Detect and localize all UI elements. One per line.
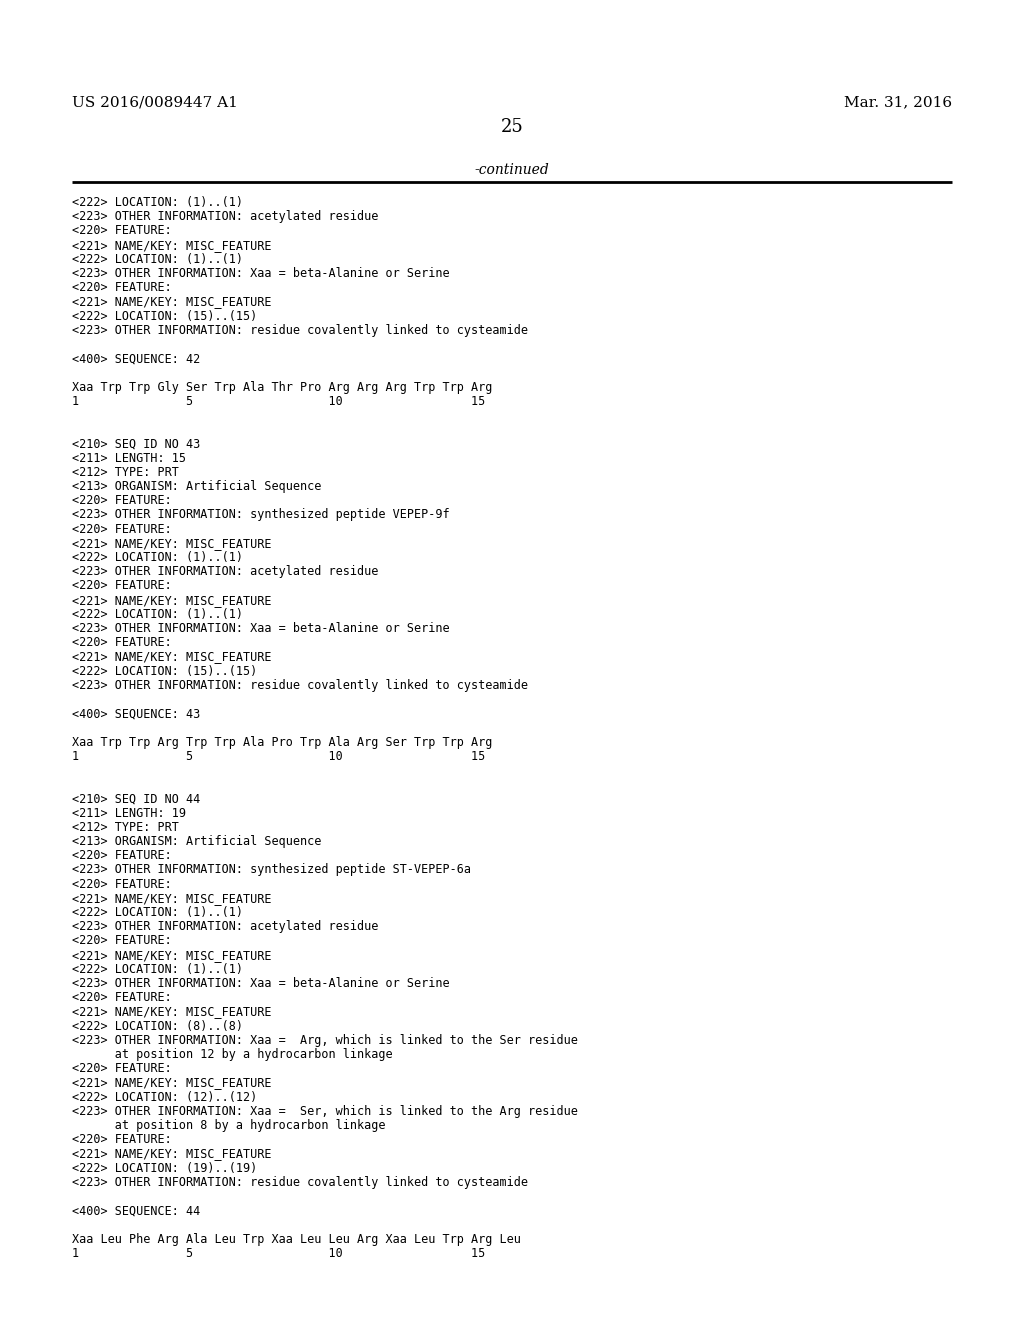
Text: <222> LOCATION: (19)..(19): <222> LOCATION: (19)..(19) <box>72 1162 257 1175</box>
Text: <222> LOCATION: (15)..(15): <222> LOCATION: (15)..(15) <box>72 310 257 322</box>
Text: <400> SEQUENCE: 44: <400> SEQUENCE: 44 <box>72 1204 201 1217</box>
Text: <223> OTHER INFORMATION: residue covalently linked to cysteamide: <223> OTHER INFORMATION: residue covalen… <box>72 1176 528 1189</box>
Text: <222> LOCATION: (15)..(15): <222> LOCATION: (15)..(15) <box>72 664 257 677</box>
Text: <220> FEATURE:: <220> FEATURE: <box>72 281 172 294</box>
Text: <221> NAME/KEY: MISC_FEATURE: <221> NAME/KEY: MISC_FEATURE <box>72 651 271 664</box>
Text: Xaa Trp Trp Arg Trp Trp Ala Pro Trp Ala Arg Ser Trp Trp Arg: Xaa Trp Trp Arg Trp Trp Ala Pro Trp Ala … <box>72 735 493 748</box>
Text: <221> NAME/KEY: MISC_FEATURE: <221> NAME/KEY: MISC_FEATURE <box>72 296 271 309</box>
Text: <223> OTHER INFORMATION: acetylated residue: <223> OTHER INFORMATION: acetylated resi… <box>72 210 379 223</box>
Text: <221> NAME/KEY: MISC_FEATURE: <221> NAME/KEY: MISC_FEATURE <box>72 949 271 961</box>
Text: <220> FEATURE:: <220> FEATURE: <box>72 849 172 862</box>
Text: <213> ORGANISM: Artificial Sequence: <213> ORGANISM: Artificial Sequence <box>72 480 322 492</box>
Text: <222> LOCATION: (1)..(1): <222> LOCATION: (1)..(1) <box>72 253 243 265</box>
Text: <221> NAME/KEY: MISC_FEATURE: <221> NAME/KEY: MISC_FEATURE <box>72 1147 271 1160</box>
Text: Mar. 31, 2016: Mar. 31, 2016 <box>844 95 952 110</box>
Text: <223> OTHER INFORMATION: synthesized peptide ST-VEPEP-6a: <223> OTHER INFORMATION: synthesized pep… <box>72 863 471 876</box>
Text: <223> OTHER INFORMATION: residue covalently linked to cysteamide: <223> OTHER INFORMATION: residue covalen… <box>72 678 528 692</box>
Text: <223> OTHER INFORMATION: Xaa = beta-Alanine or Serine: <223> OTHER INFORMATION: Xaa = beta-Alan… <box>72 267 450 280</box>
Text: US 2016/0089447 A1: US 2016/0089447 A1 <box>72 95 238 110</box>
Text: <222> LOCATION: (1)..(1): <222> LOCATION: (1)..(1) <box>72 195 243 209</box>
Text: <220> FEATURE:: <220> FEATURE: <box>72 579 172 593</box>
Text: <400> SEQUENCE: 43: <400> SEQUENCE: 43 <box>72 708 201 721</box>
Text: <211> LENGTH: 15: <211> LENGTH: 15 <box>72 451 186 465</box>
Text: <222> LOCATION: (8)..(8): <222> LOCATION: (8)..(8) <box>72 1019 243 1032</box>
Text: <210> SEQ ID NO 44: <210> SEQ ID NO 44 <box>72 792 201 805</box>
Text: <223> OTHER INFORMATION: acetylated residue: <223> OTHER INFORMATION: acetylated resi… <box>72 920 379 933</box>
Text: 1               5                   10                  15: 1 5 10 15 <box>72 395 485 408</box>
Text: <212> TYPE: PRT: <212> TYPE: PRT <box>72 466 179 479</box>
Text: <223> OTHER INFORMATION: Xaa = beta-Alanine or Serine: <223> OTHER INFORMATION: Xaa = beta-Alan… <box>72 977 450 990</box>
Text: <222> LOCATION: (1)..(1): <222> LOCATION: (1)..(1) <box>72 550 243 564</box>
Text: <223> OTHER INFORMATION: Xaa =  Ser, which is linked to the Arg residue: <223> OTHER INFORMATION: Xaa = Ser, whic… <box>72 1105 578 1118</box>
Text: <220> FEATURE:: <220> FEATURE: <box>72 224 172 238</box>
Text: 1               5                   10                  15: 1 5 10 15 <box>72 1247 485 1259</box>
Text: <221> NAME/KEY: MISC_FEATURE: <221> NAME/KEY: MISC_FEATURE <box>72 892 271 904</box>
Text: <210> SEQ ID NO 43: <210> SEQ ID NO 43 <box>72 437 201 450</box>
Text: <221> NAME/KEY: MISC_FEATURE: <221> NAME/KEY: MISC_FEATURE <box>72 1076 271 1089</box>
Text: <220> FEATURE:: <220> FEATURE: <box>72 1133 172 1146</box>
Text: <223> OTHER INFORMATION: residue covalently linked to cysteamide: <223> OTHER INFORMATION: residue covalen… <box>72 323 528 337</box>
Text: <223> OTHER INFORMATION: Xaa =  Arg, which is linked to the Ser residue: <223> OTHER INFORMATION: Xaa = Arg, whic… <box>72 1034 578 1047</box>
Text: <221> NAME/KEY: MISC_FEATURE: <221> NAME/KEY: MISC_FEATURE <box>72 239 271 252</box>
Text: <220> FEATURE:: <220> FEATURE: <box>72 636 172 649</box>
Text: <400> SEQUENCE: 42: <400> SEQUENCE: 42 <box>72 352 201 366</box>
Text: <213> ORGANISM: Artificial Sequence: <213> ORGANISM: Artificial Sequence <box>72 836 322 847</box>
Text: Xaa Leu Phe Arg Ala Leu Trp Xaa Leu Leu Arg Xaa Leu Trp Arg Leu: Xaa Leu Phe Arg Ala Leu Trp Xaa Leu Leu … <box>72 1233 521 1246</box>
Text: at position 8 by a hydrocarbon linkage: at position 8 by a hydrocarbon linkage <box>72 1119 385 1133</box>
Text: <222> LOCATION: (1)..(1): <222> LOCATION: (1)..(1) <box>72 607 243 620</box>
Text: <222> LOCATION: (1)..(1): <222> LOCATION: (1)..(1) <box>72 962 243 975</box>
Text: <221> NAME/KEY: MISC_FEATURE: <221> NAME/KEY: MISC_FEATURE <box>72 594 271 607</box>
Text: <221> NAME/KEY: MISC_FEATURE: <221> NAME/KEY: MISC_FEATURE <box>72 537 271 550</box>
Text: <211> LENGTH: 19: <211> LENGTH: 19 <box>72 807 186 820</box>
Text: 1               5                   10                  15: 1 5 10 15 <box>72 750 485 763</box>
Text: <220> FEATURE:: <220> FEATURE: <box>72 523 172 536</box>
Text: <220> FEATURE:: <220> FEATURE: <box>72 494 172 507</box>
Text: Xaa Trp Trp Gly Ser Trp Ala Thr Pro Arg Arg Arg Trp Trp Arg: Xaa Trp Trp Gly Ser Trp Ala Thr Pro Arg … <box>72 380 493 393</box>
Text: <221> NAME/KEY: MISC_FEATURE: <221> NAME/KEY: MISC_FEATURE <box>72 1006 271 1019</box>
Text: <223> OTHER INFORMATION: synthesized peptide VEPEP-9f: <223> OTHER INFORMATION: synthesized pep… <box>72 508 450 521</box>
Text: <223> OTHER INFORMATION: Xaa = beta-Alanine or Serine: <223> OTHER INFORMATION: Xaa = beta-Alan… <box>72 622 450 635</box>
Text: -continued: -continued <box>475 162 549 177</box>
Text: <222> LOCATION: (12)..(12): <222> LOCATION: (12)..(12) <box>72 1090 257 1104</box>
Text: <220> FEATURE:: <220> FEATURE: <box>72 1063 172 1076</box>
Text: <222> LOCATION: (1)..(1): <222> LOCATION: (1)..(1) <box>72 906 243 919</box>
Text: <223> OTHER INFORMATION: acetylated residue: <223> OTHER INFORMATION: acetylated resi… <box>72 565 379 578</box>
Text: <220> FEATURE:: <220> FEATURE: <box>72 991 172 1005</box>
Text: <220> FEATURE:: <220> FEATURE: <box>72 935 172 948</box>
Text: <212> TYPE: PRT: <212> TYPE: PRT <box>72 821 179 834</box>
Text: <220> FEATURE:: <220> FEATURE: <box>72 878 172 891</box>
Text: at position 12 by a hydrocarbon linkage: at position 12 by a hydrocarbon linkage <box>72 1048 392 1061</box>
Text: 25: 25 <box>501 117 523 136</box>
